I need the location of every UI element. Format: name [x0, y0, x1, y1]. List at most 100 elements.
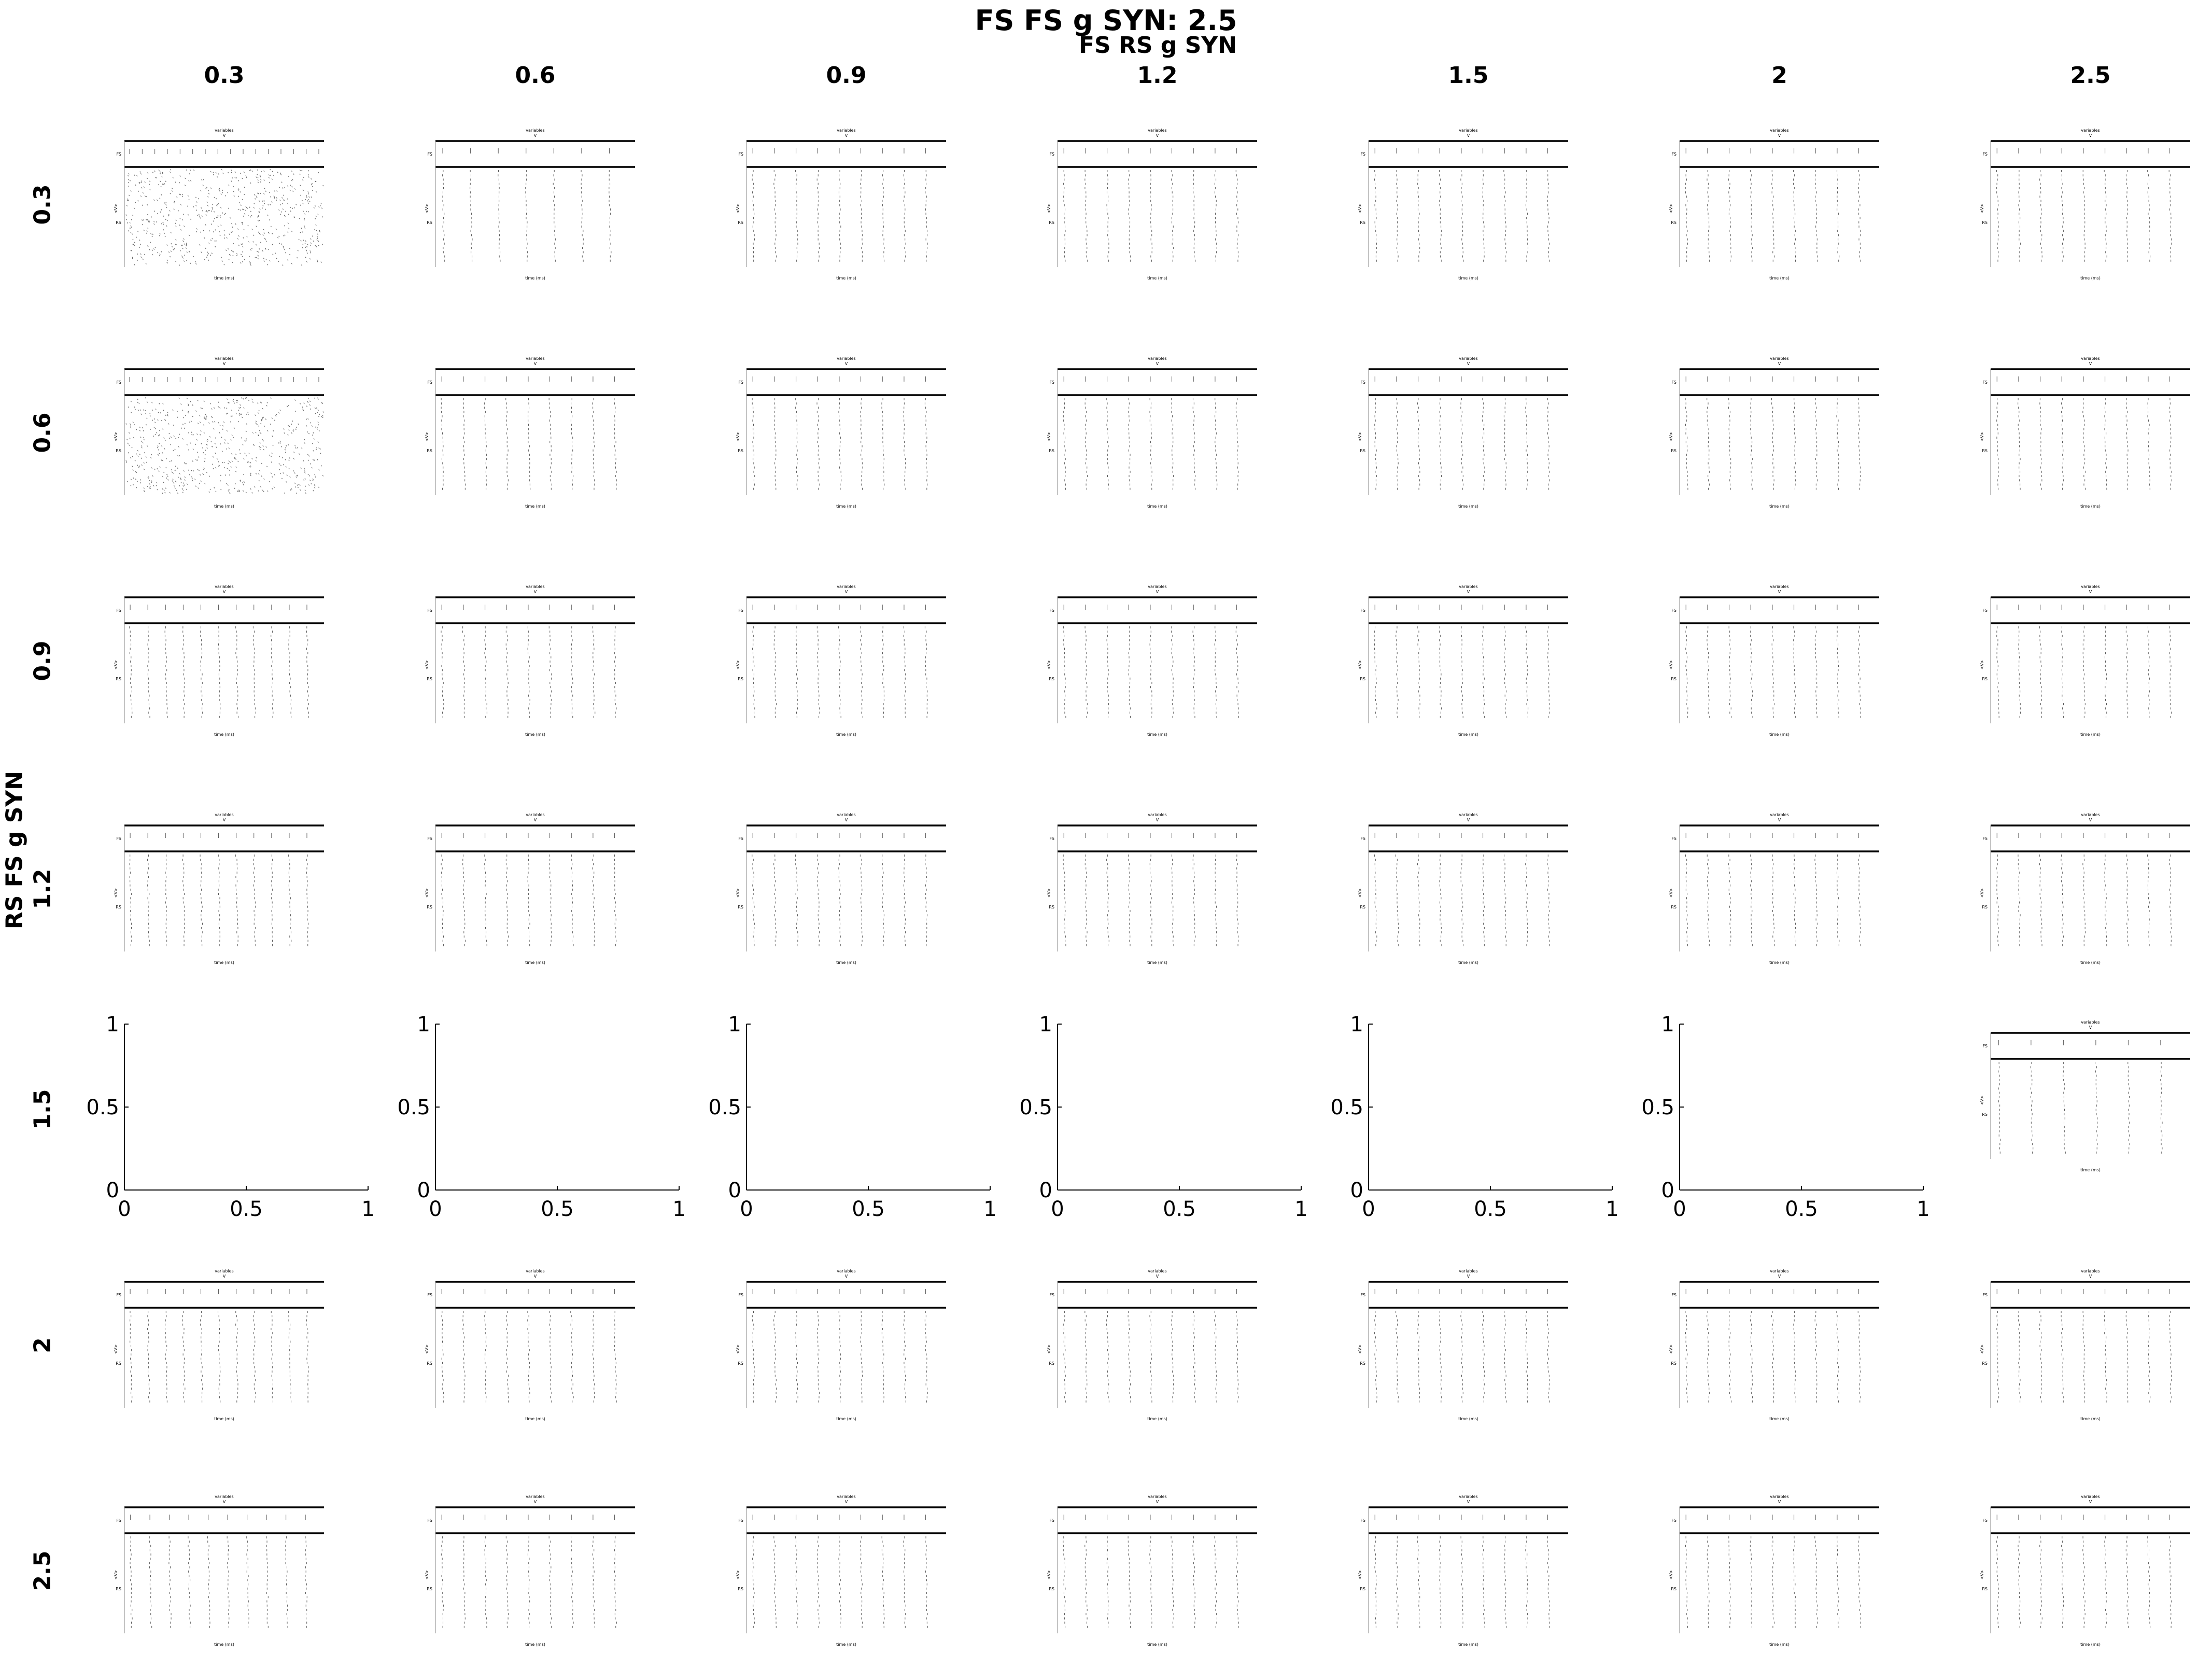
- spike: [264, 238, 265, 239]
- spike: [149, 480, 150, 481]
- spike: [218, 422, 219, 423]
- spike: [207, 255, 208, 256]
- spike: [288, 444, 289, 445]
- spike: [138, 456, 139, 457]
- spike: [134, 264, 135, 265]
- spike: [295, 429, 297, 430]
- spike: [281, 182, 283, 183]
- spike: [300, 489, 301, 491]
- spike: [198, 400, 199, 401]
- spike: [131, 226, 132, 227]
- spike: [165, 236, 166, 237]
- spike: [319, 469, 320, 470]
- spike: [293, 470, 294, 471]
- panel-title: variables: [837, 584, 855, 589]
- column-label: 1.2: [1106, 62, 1209, 89]
- spike: [218, 466, 219, 467]
- spike: [181, 428, 182, 429]
- spike-raster: [1063, 605, 1238, 718]
- spike: [303, 480, 304, 481]
- row-label: 2.5: [30, 1519, 56, 1623]
- panel-title: variables: [1770, 128, 1788, 133]
- spike: [316, 447, 317, 449]
- spike: [253, 241, 254, 242]
- panel-subtitle: V: [1778, 361, 1781, 366]
- spike: [241, 262, 242, 263]
- spike: [128, 452, 129, 453]
- spike: [285, 459, 286, 460]
- spike: [316, 216, 317, 217]
- spike: [251, 215, 252, 216]
- spike: [307, 200, 308, 201]
- spike: [209, 436, 210, 437]
- panel-title: variables: [1148, 128, 1166, 133]
- spike-raster: [1685, 376, 1861, 490]
- spike: [270, 260, 271, 261]
- spike: [294, 472, 295, 473]
- spike: [311, 178, 312, 179]
- spike: [191, 432, 192, 433]
- spike: [267, 491, 269, 492]
- spike: [259, 473, 260, 474]
- spike: [240, 173, 241, 174]
- spike: [139, 427, 140, 428]
- spike: [321, 465, 322, 466]
- spike: [246, 440, 247, 441]
- spike: [306, 211, 307, 212]
- fs-label: FS: [116, 152, 121, 157]
- spike: [229, 460, 230, 461]
- spike: [287, 186, 288, 187]
- spike: [295, 411, 296, 412]
- row-label: 0.6: [30, 381, 56, 485]
- x-axis-label: time (ms): [836, 732, 856, 737]
- spike: [186, 463, 187, 464]
- spike: [300, 195, 301, 196]
- spike: [204, 259, 205, 260]
- spike: [206, 416, 207, 417]
- panel-title: variables: [1459, 128, 1477, 133]
- spike: [139, 454, 140, 455]
- spike: [221, 225, 222, 226]
- spike: [257, 251, 258, 252]
- spike: [239, 202, 241, 203]
- spike: [315, 218, 316, 219]
- spike: [218, 203, 219, 204]
- spike: [126, 215, 127, 216]
- spike: [146, 263, 147, 264]
- spike: [156, 485, 157, 486]
- spike: [173, 249, 174, 250]
- spike: [219, 408, 220, 409]
- spike: [159, 443, 160, 444]
- spike: [131, 227, 132, 228]
- spike: [220, 480, 221, 481]
- spike: [161, 209, 162, 210]
- spike: [283, 195, 284, 196]
- spike: [151, 482, 152, 483]
- spike: [305, 257, 306, 258]
- spike: [250, 216, 251, 217]
- spike: [276, 198, 277, 199]
- spike: [302, 200, 303, 201]
- spike: [184, 255, 185, 256]
- y-axis-label: <V>: [1358, 204, 1362, 214]
- y-axis-label: <V>: [1669, 432, 1673, 442]
- spike: [224, 214, 225, 215]
- spike: [305, 485, 306, 486]
- spike: [306, 418, 307, 419]
- y-axis-label: <V>: [1047, 432, 1051, 442]
- spike-raster: [1064, 148, 1238, 262]
- spike: [204, 461, 205, 462]
- spike: [296, 477, 297, 478]
- rs-label: RS: [1049, 677, 1054, 681]
- spike: [316, 191, 317, 192]
- spike: [244, 214, 245, 215]
- spike: [252, 492, 253, 493]
- spike: [190, 263, 191, 264]
